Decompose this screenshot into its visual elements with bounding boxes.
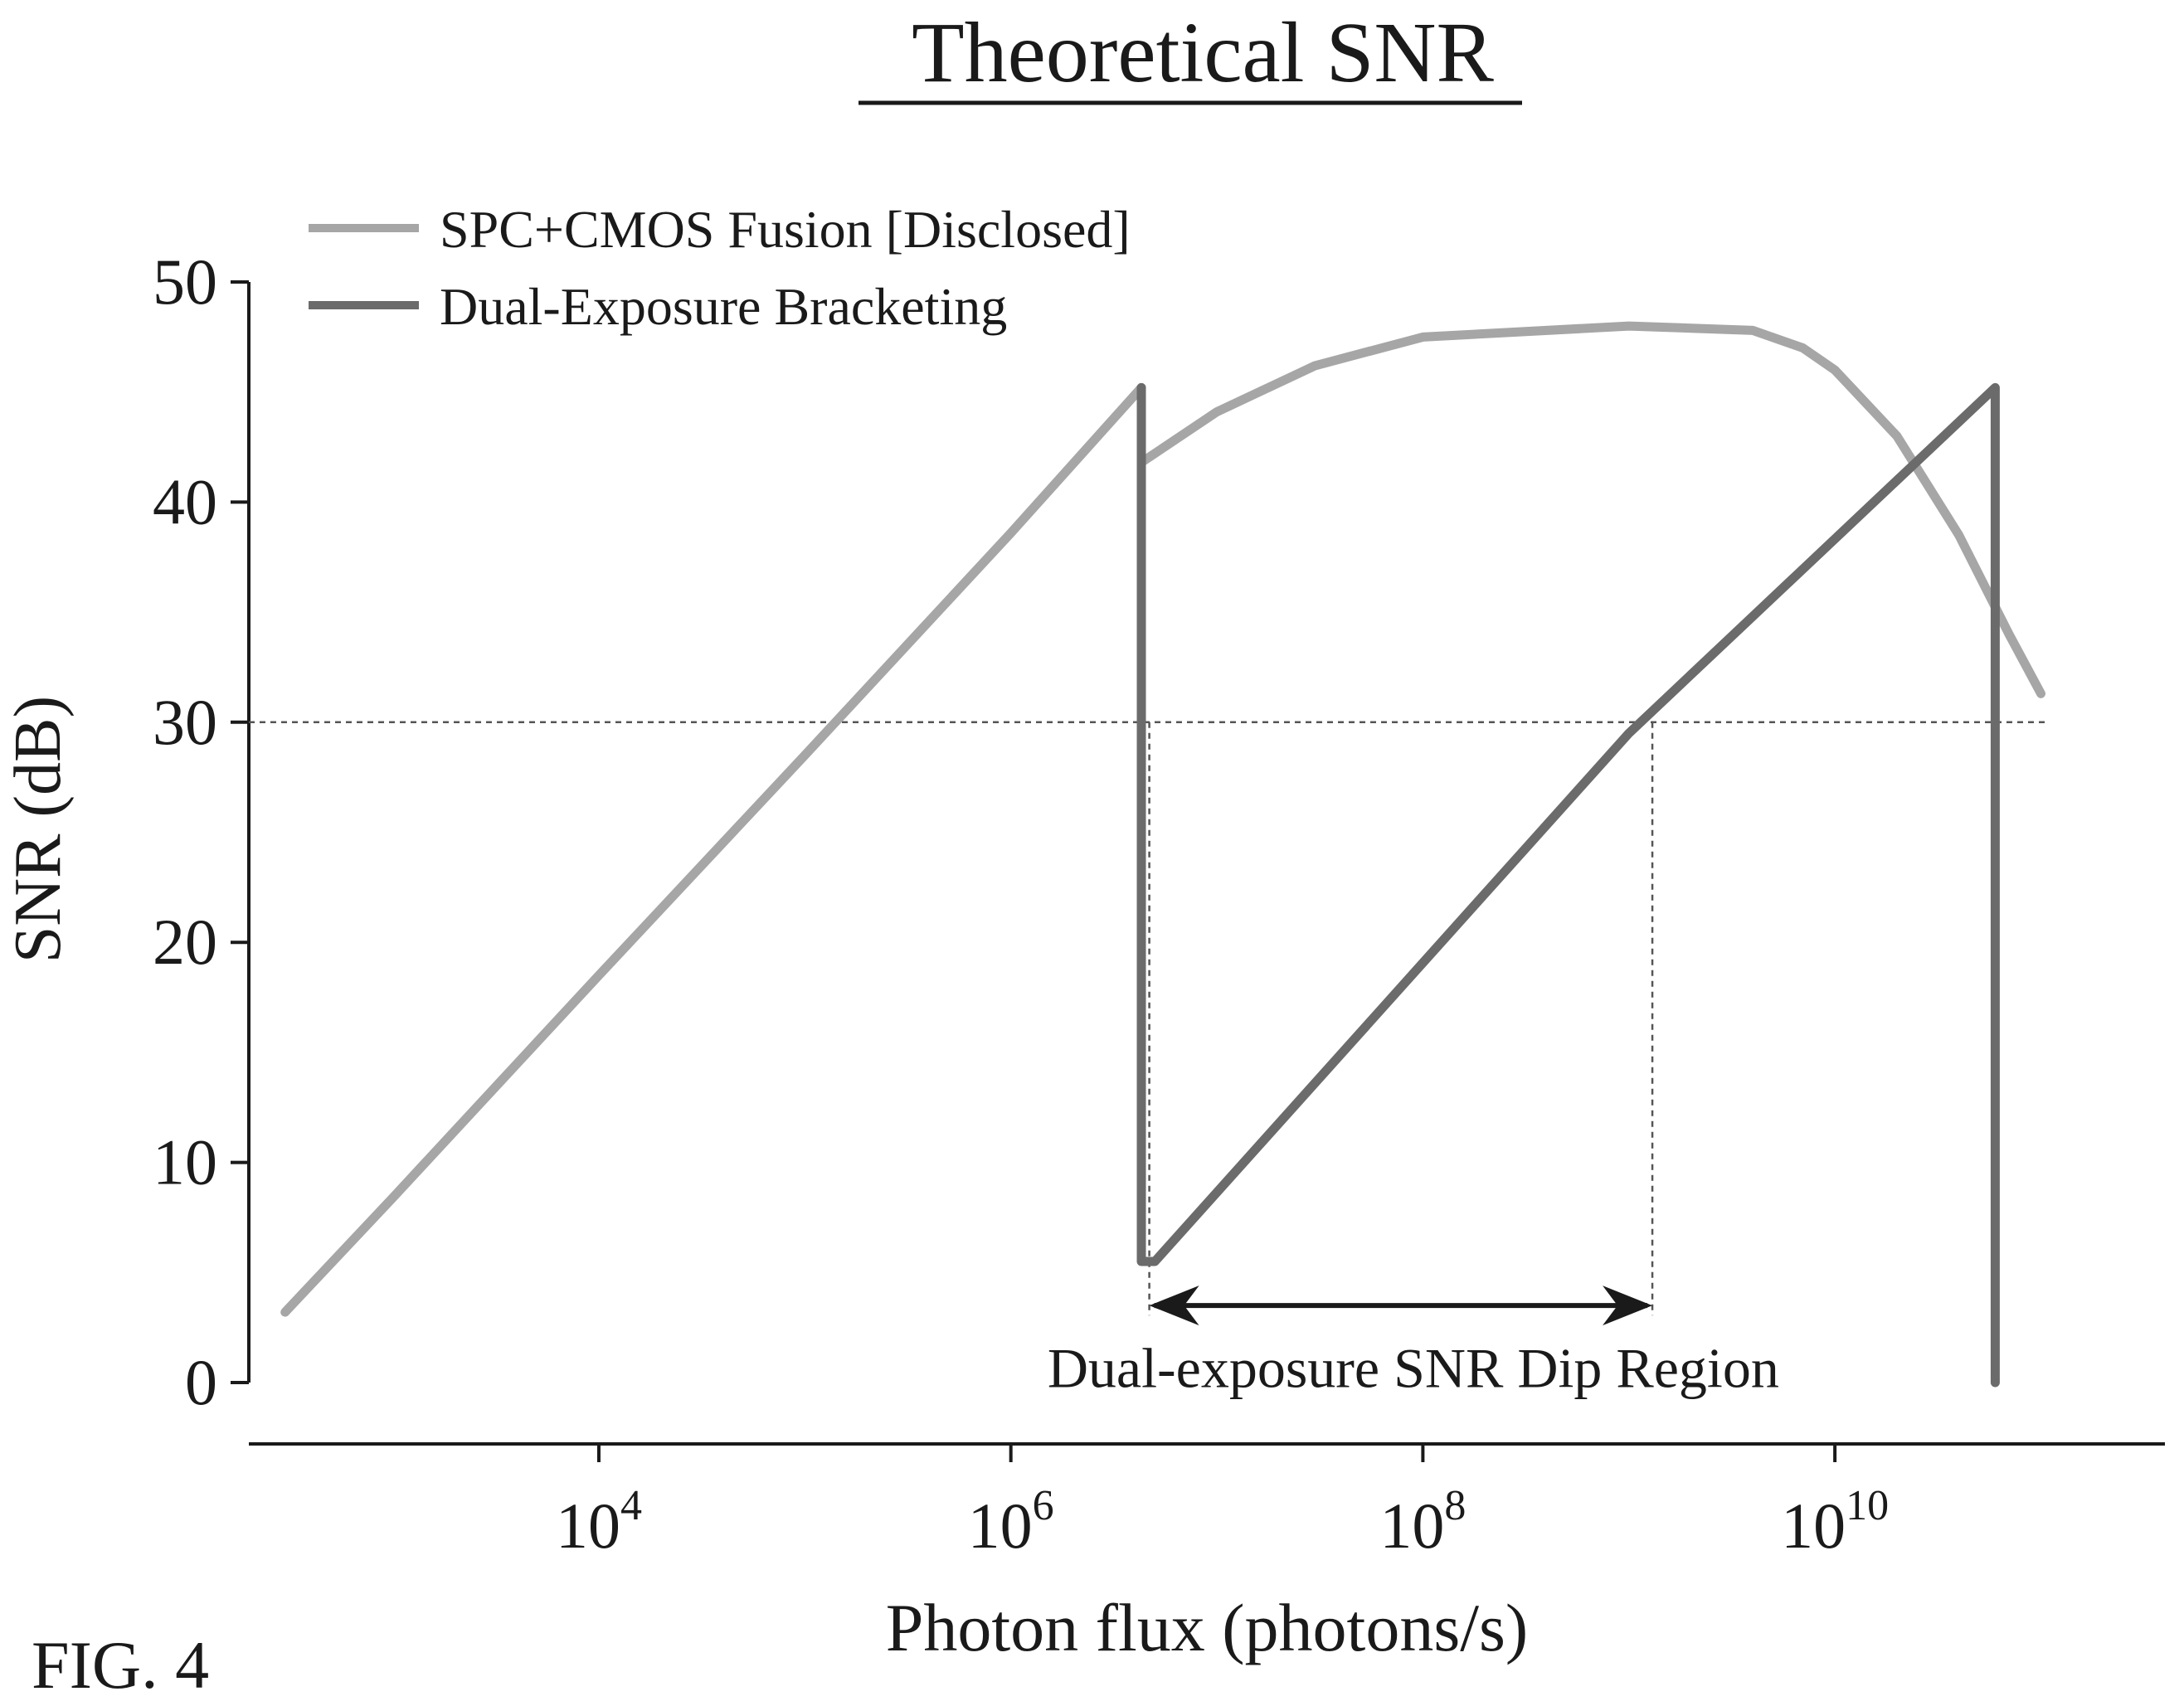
y-tick-label-10: 10 [153, 1126, 217, 1198]
dip-region-guides [1148, 722, 1654, 1316]
x-axis-label: Photon flux (photons/s) [886, 1590, 1528, 1665]
chart-title: Theoretical SNR [912, 5, 1494, 100]
legend-label-fusion: SPC+CMOS Fusion [Disclosed] [440, 200, 1131, 259]
x-tick-label-10: 1010 [1781, 1482, 1889, 1562]
series-line-fusion [280, 321, 2045, 1317]
x-tick-label-4: 104 [556, 1482, 642, 1562]
series-layer [280, 321, 2045, 1388]
series-line-bracketing [1136, 382, 2000, 1388]
x-tick-label-8: 108 [1379, 1482, 1466, 1562]
y-tick-label-50: 50 [153, 245, 217, 318]
y-tick-label-0: 0 [185, 1346, 217, 1418]
figure-label: FIG. 4 [32, 1627, 209, 1703]
y-tick-label-40: 40 [153, 465, 217, 537]
x-tick-label-6: 106 [968, 1482, 1054, 1562]
legend: SPC+CMOS Fusion [Disclosed] Dual-Exposur… [309, 200, 1131, 336]
legend-label-bracketing: Dual-Exposure Bracketing [440, 277, 1007, 336]
x-ticks: 104 106 108 1010 [556, 1444, 1889, 1562]
y-tick-label-30: 30 [153, 686, 217, 758]
y-axis-label: SNR (dB) [2, 696, 75, 963]
y-tick-label-20: 20 [153, 906, 217, 978]
y-ticks: 0 10 20 30 40 50 [153, 245, 249, 1418]
dip-region-label: Dual-exposure SNR Dip Region [1048, 1336, 1779, 1399]
